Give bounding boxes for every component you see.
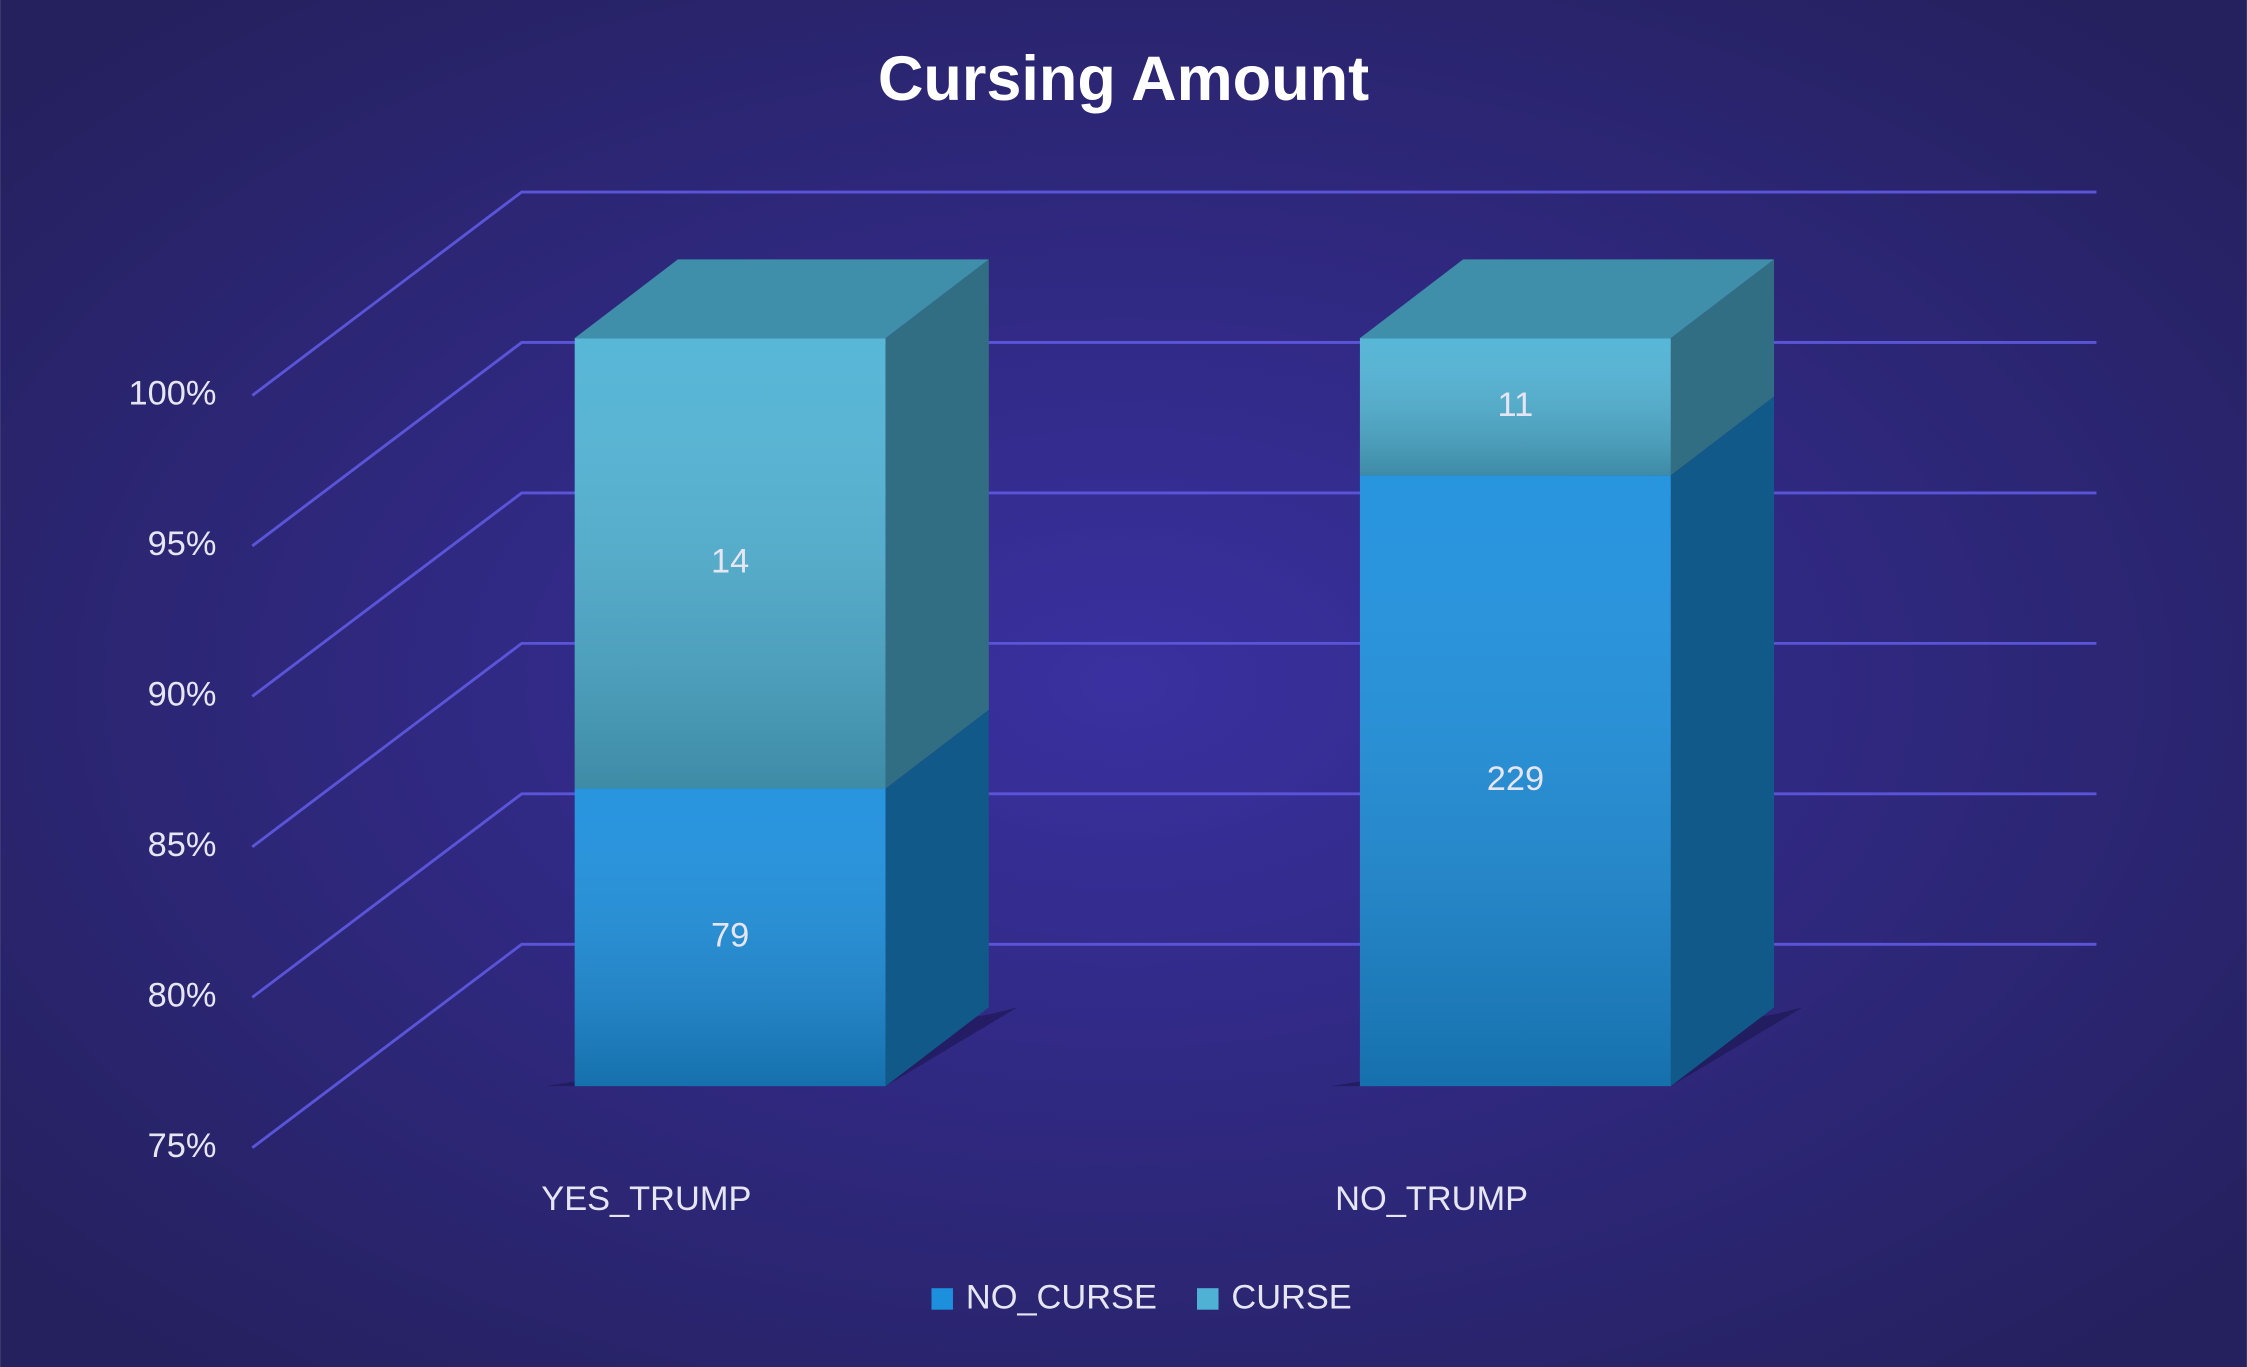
bar-segment-shade xyxy=(574,338,886,789)
y-tick-label: 90% xyxy=(148,675,217,713)
y-tick-label: 85% xyxy=(148,826,217,864)
bar-side xyxy=(885,709,989,1087)
y-tick-label: 100% xyxy=(129,375,217,413)
bar-segment-shade xyxy=(574,788,886,1087)
bar-segment-shade xyxy=(1359,338,1671,476)
data-label: 14 xyxy=(711,542,749,580)
bar-top xyxy=(1359,259,1775,339)
y-tick-label: 95% xyxy=(148,525,217,563)
bar-segment-shade xyxy=(1359,475,1671,1087)
legend-label: NO_CURSE xyxy=(966,1279,1157,1317)
bar-top xyxy=(574,259,989,339)
legend-marker xyxy=(931,1288,953,1310)
x-tick-label: NO_TRUMP xyxy=(1335,1180,1528,1218)
data-label: 229 xyxy=(1487,760,1544,798)
chart-title: Cursing Amount xyxy=(878,44,1369,114)
legend-marker xyxy=(1197,1288,1219,1310)
data-label: 79 xyxy=(711,916,749,954)
bar-side xyxy=(1670,396,1775,1087)
y-tick-label: 80% xyxy=(148,976,217,1014)
x-tick-label: YES_TRUMP xyxy=(541,1180,751,1218)
data-label: 11 xyxy=(1498,386,1534,424)
y-tick-label: 75% xyxy=(148,1127,217,1165)
bar-side xyxy=(885,259,989,789)
legend-label: CURSE xyxy=(1231,1279,1351,1317)
bar-side xyxy=(1670,259,1775,476)
grid-line xyxy=(251,190,2097,397)
